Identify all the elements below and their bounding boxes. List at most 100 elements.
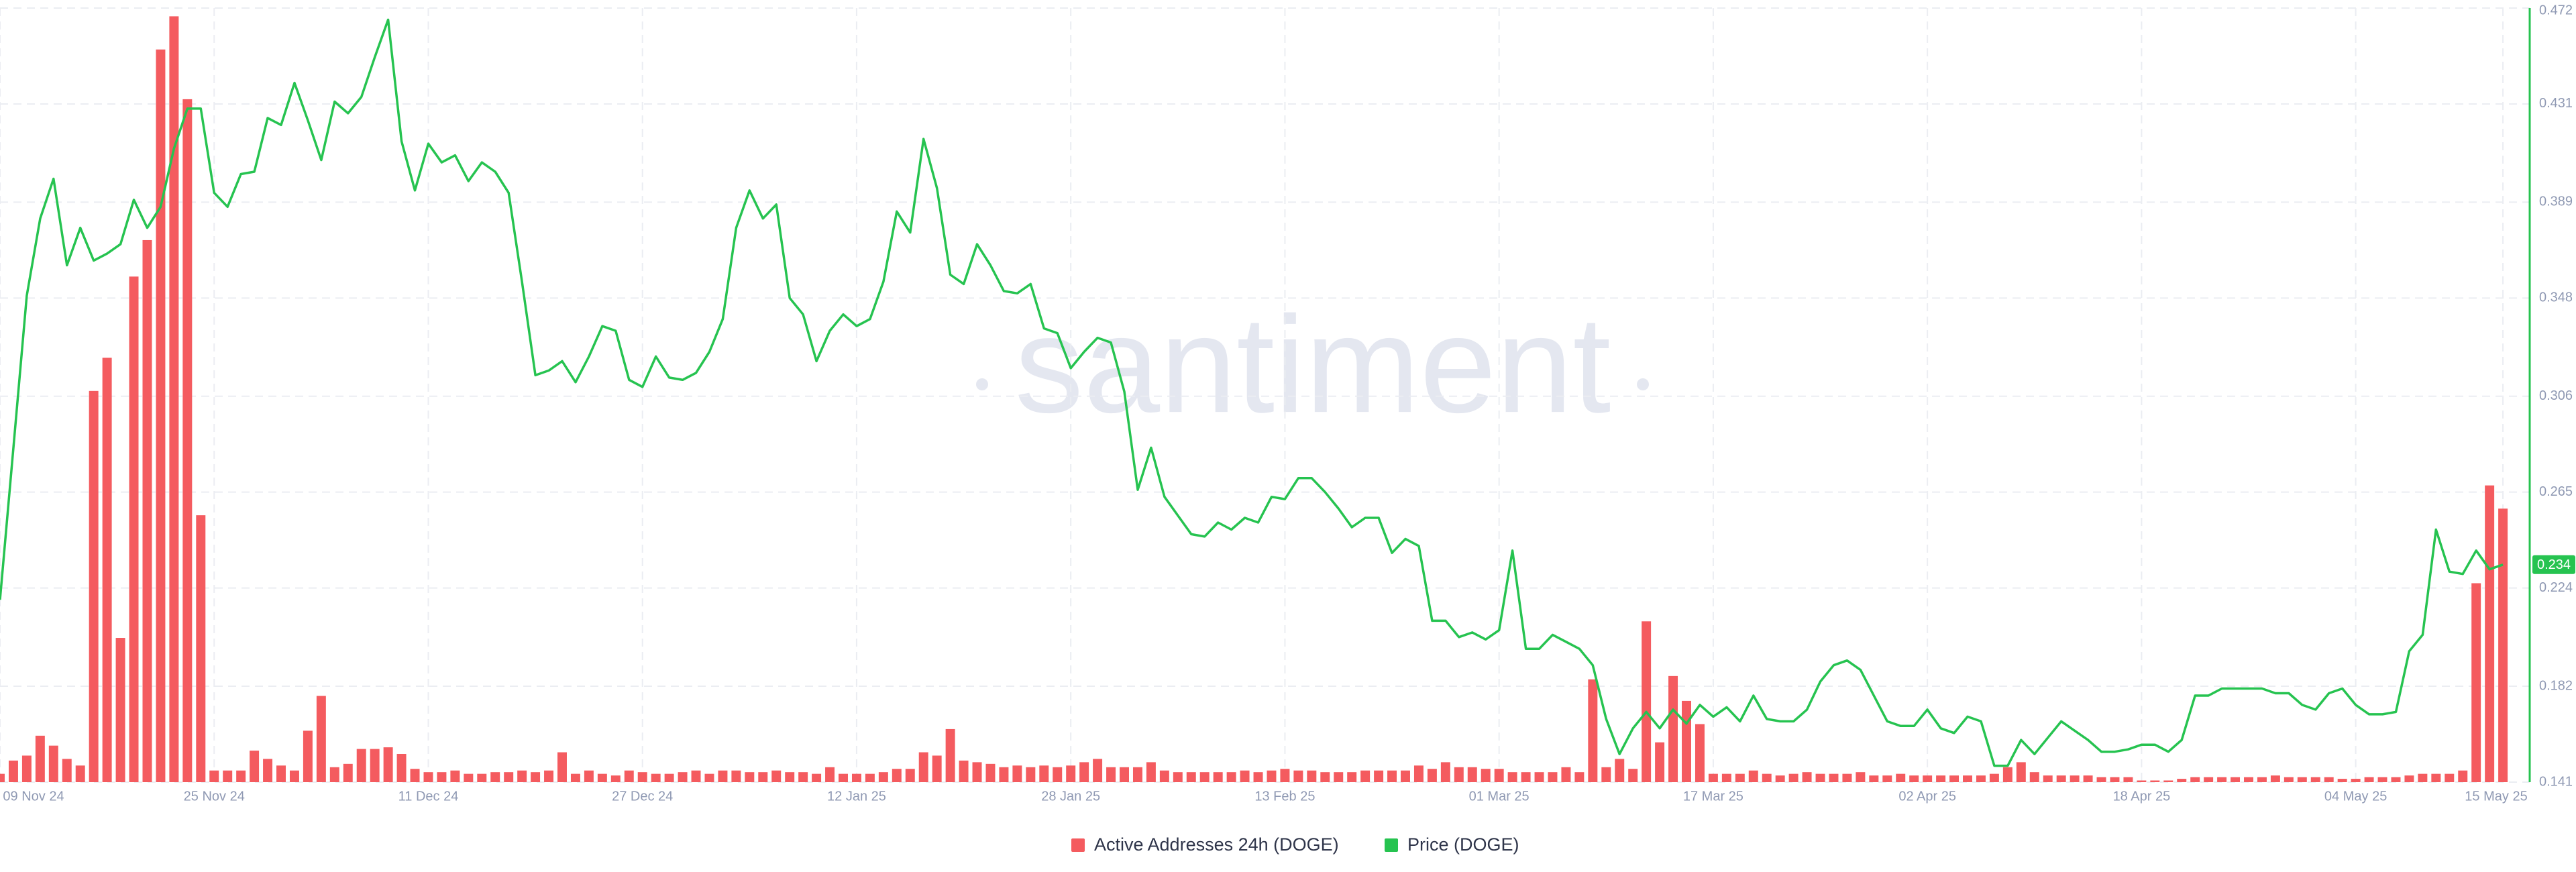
bar [356, 749, 366, 782]
bar [1079, 762, 1089, 782]
bar [932, 755, 942, 782]
bar [383, 747, 393, 782]
bar [1012, 765, 1022, 782]
bar [972, 762, 982, 782]
bar [8, 760, 18, 782]
x-tick-label: 09 Nov 24 [3, 789, 64, 804]
last-value-label: 0.234 [2537, 557, 2571, 572]
bar [1668, 675, 1678, 782]
bar [2190, 777, 2200, 782]
bar [1802, 772, 1812, 782]
bar [1146, 762, 1156, 782]
bar [557, 752, 567, 782]
bar [731, 770, 741, 782]
bar [1039, 765, 1049, 782]
bar [1829, 773, 1839, 782]
bar [410, 769, 420, 782]
bar [1788, 773, 1799, 782]
bar [544, 770, 554, 782]
bar [182, 99, 193, 783]
bar [2471, 583, 2481, 782]
bar [664, 773, 674, 782]
bar [1467, 767, 1477, 782]
bar [250, 751, 260, 782]
bar [2351, 779, 2361, 782]
bar [2377, 777, 2387, 782]
bar [1374, 770, 1384, 782]
bar [745, 772, 755, 782]
bar [2244, 777, 2253, 782]
bar [1199, 772, 1210, 782]
bar [1347, 772, 1357, 782]
last-value-badge [2532, 555, 2575, 574]
bar [2002, 767, 2012, 782]
bar [423, 772, 433, 782]
bar [2485, 485, 2495, 782]
bar [892, 769, 902, 782]
bar [1387, 770, 1397, 782]
bar [169, 16, 179, 782]
bar [1896, 773, 1906, 782]
bar [1267, 770, 1277, 782]
bar [1494, 769, 1504, 782]
bar [2445, 773, 2455, 782]
bar [437, 772, 447, 782]
y-tick-label: 0.265 [2539, 484, 2573, 499]
bar [196, 515, 206, 782]
bar [75, 765, 85, 782]
bar [2310, 777, 2320, 782]
bar [1066, 765, 1076, 782]
bar [2404, 775, 2414, 782]
watermark-dot [976, 378, 988, 390]
y-tick-label: 0.431 [2539, 96, 2573, 111]
y-tick-label: 0.224 [2539, 580, 2573, 595]
bar [2163, 780, 2174, 782]
bar [223, 770, 233, 782]
bar [2337, 779, 2347, 782]
bar [2391, 777, 2401, 782]
bar [2137, 780, 2147, 782]
bar [945, 728, 955, 782]
bar [1721, 773, 1731, 782]
bar [704, 773, 714, 782]
bar [1521, 772, 1531, 782]
bar [1735, 773, 1745, 782]
bar [1280, 769, 1290, 782]
x-tick-label: 04 May 25 [2324, 789, 2387, 804]
bar [2096, 777, 2106, 782]
bar [1936, 775, 1946, 782]
bar [1695, 724, 1705, 782]
bar [691, 770, 701, 782]
bar [1401, 770, 1410, 782]
bar [637, 772, 647, 782]
bar [263, 759, 273, 782]
bar [1882, 775, 1892, 782]
bar [1815, 773, 1825, 782]
legend-swatch [1385, 838, 1398, 852]
bar [89, 390, 99, 782]
bar [2016, 762, 2026, 782]
bar [1963, 775, 1972, 782]
bar [0, 773, 5, 782]
bar [2070, 775, 2080, 782]
x-tick-label: 13 Feb 25 [1254, 789, 1315, 804]
bar [343, 763, 353, 782]
bar [1909, 775, 1919, 782]
x-tick-label: 01 Mar 25 [1469, 789, 1529, 804]
bar [504, 772, 514, 782]
legend-label: Active Addresses 24h (DOGE) [1094, 834, 1339, 855]
y-tick-label: 0.182 [2539, 678, 2573, 693]
plot [0, 16, 2508, 783]
x-tick-label: 15 May 25 [2465, 789, 2527, 804]
bar [2458, 770, 2468, 782]
bar [865, 773, 875, 782]
bar [785, 772, 795, 782]
bar [1869, 775, 1879, 782]
bar [718, 770, 728, 782]
watermark: santiment [1015, 288, 1611, 441]
bar [584, 770, 594, 782]
bar [1360, 770, 1371, 782]
bar [1240, 770, 1250, 782]
bar [2110, 777, 2120, 782]
